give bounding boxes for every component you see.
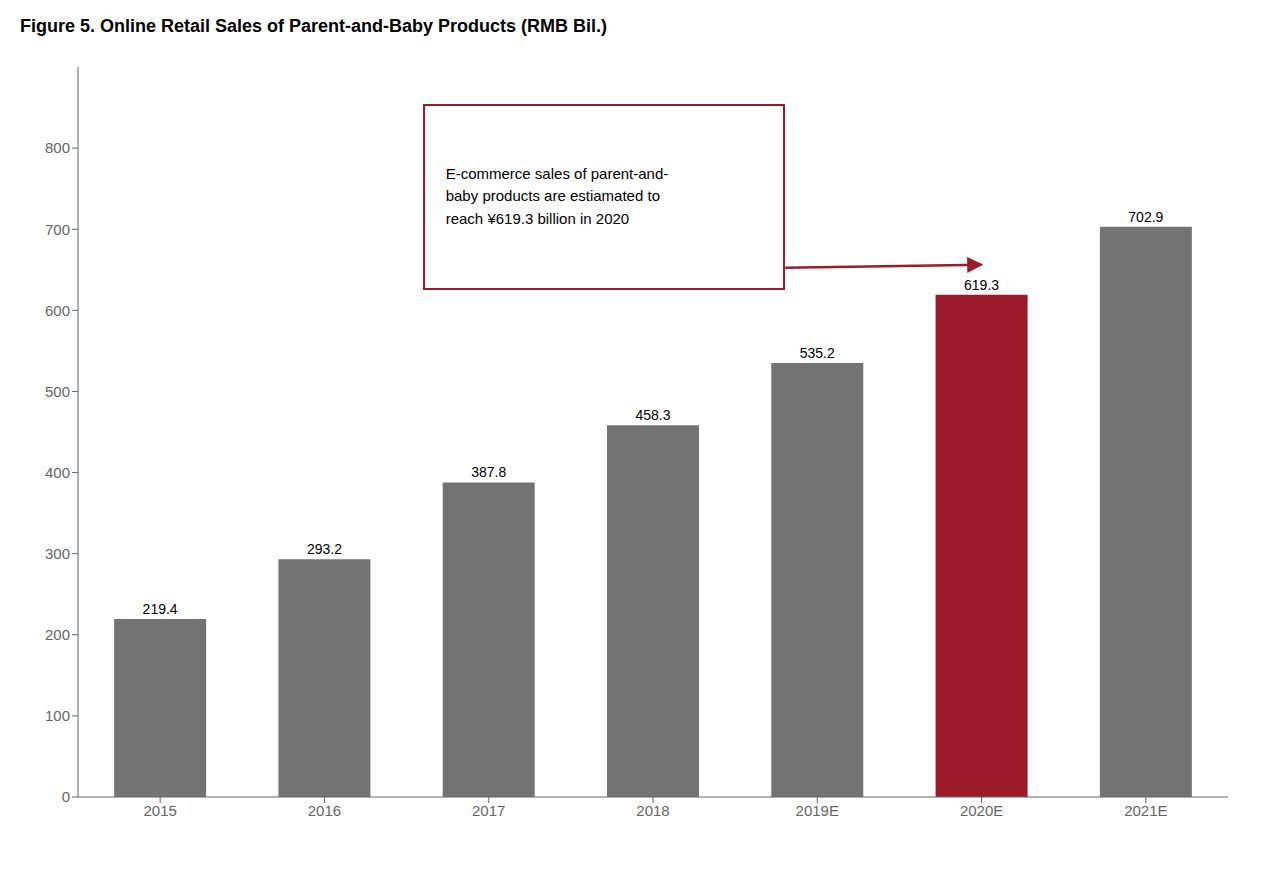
svg-text:700: 700 <box>45 221 70 238</box>
html-text:Figure 5. Online Retail Sales: Figure 5. Online Retail Sales of Parent-… <box>20 16 608 36</box>
svg-text:400: 400 <box>45 464 70 481</box>
svg-text:2021E: 2021E <box>1124 802 1167 819</box>
svg-text:2015: 2015 <box>143 802 176 819</box>
svg-text:600: 600 <box>45 302 70 319</box>
svg-text:458.3: 458.3 <box>635 407 670 423</box>
svg-text:800: 800 <box>45 139 70 156</box>
svg-text:2019E: 2019E <box>796 802 839 819</box>
svg-text:619.3: 619.3 <box>964 277 999 293</box>
svg-text:387.8: 387.8 <box>471 464 506 480</box>
svg-text:0: 0 <box>62 788 70 805</box>
svg-text:702.9: 702.9 <box>1128 209 1163 225</box>
svg-text:500: 500 <box>45 383 70 400</box>
svg-text:2018: 2018 <box>636 802 669 819</box>
html-text:E-commerce sales of parent-and: E-commerce sales of parent-and- baby pro… <box>445 164 669 227</box>
svg-text:2016: 2016 <box>308 802 341 819</box>
svg-text:300: 300 <box>45 545 70 562</box>
svg-text:100: 100 <box>45 707 70 724</box>
svg-text:200: 200 <box>45 626 70 643</box>
svg-text:2020E: 2020E <box>960 802 1003 819</box>
svg-text:535.2: 535.2 <box>800 345 835 361</box>
svg-text:219.4: 219.4 <box>143 601 178 617</box>
svg-text:293.2: 293.2 <box>307 541 342 557</box>
svg-text:2017: 2017 <box>472 802 505 819</box>
